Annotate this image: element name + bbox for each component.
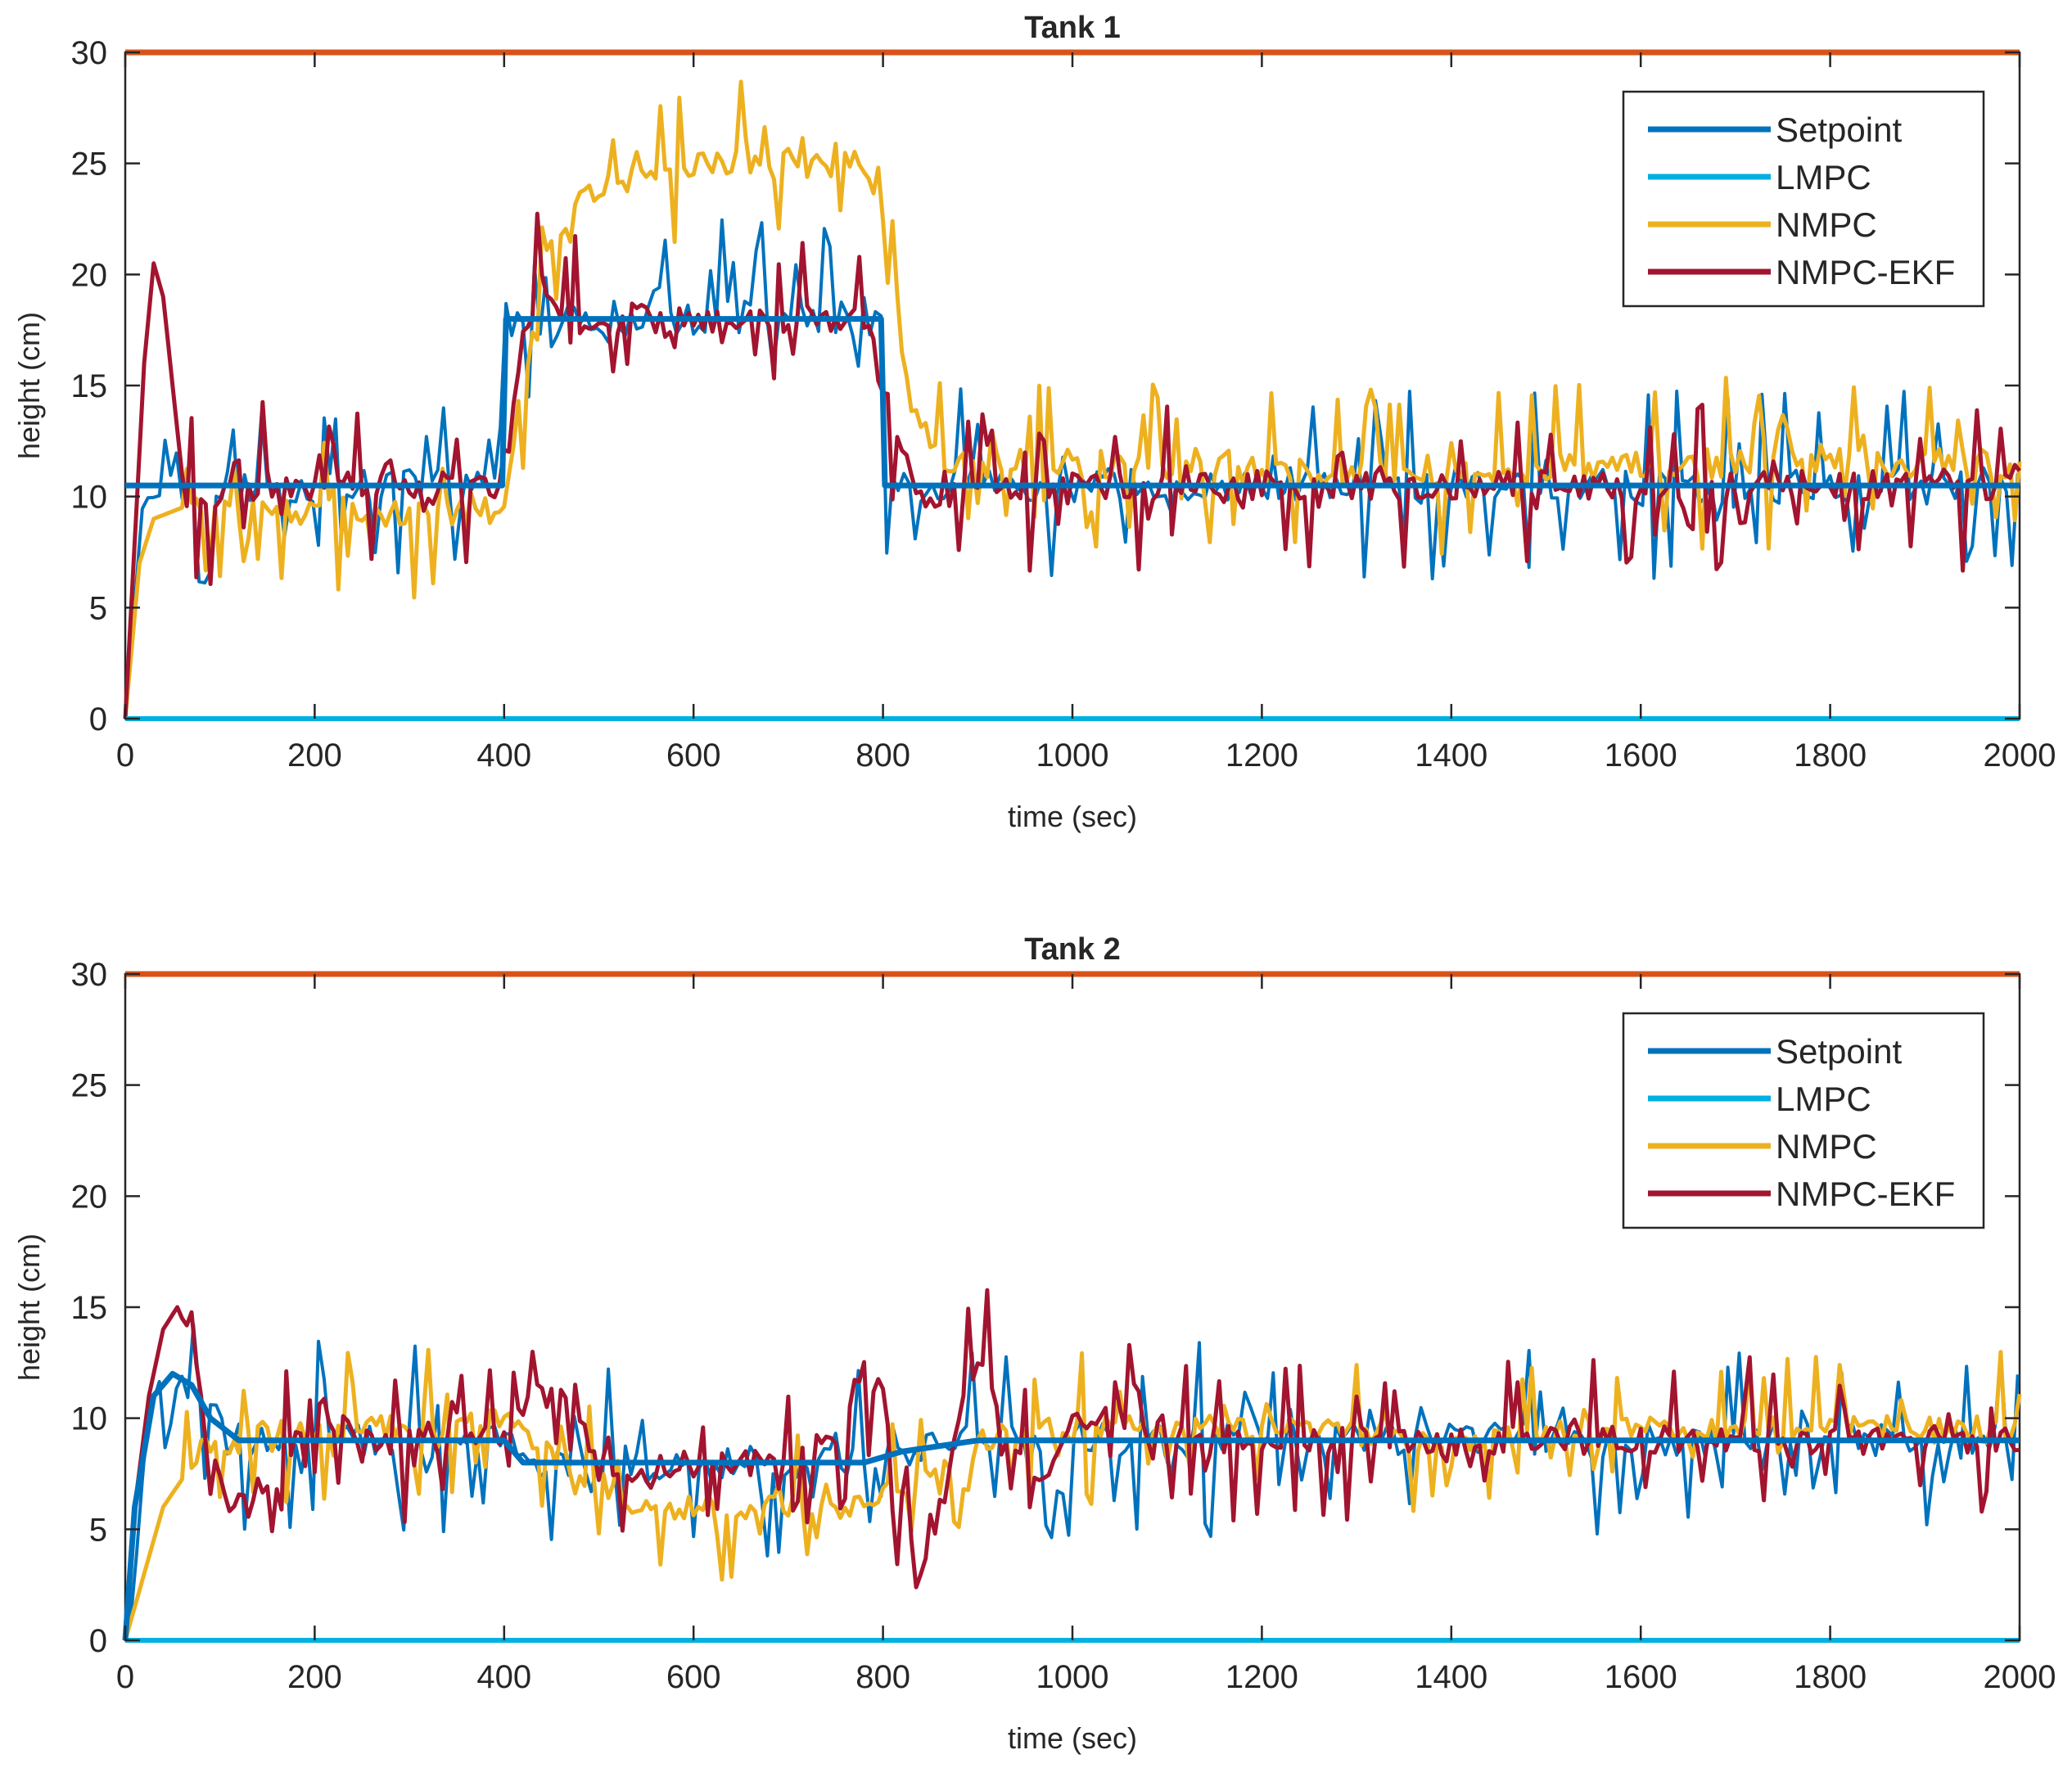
- x-tick-label: 400: [476, 737, 531, 774]
- x-tick-label: 1400: [1415, 1659, 1487, 1695]
- legend-label: NMPC: [1776, 1127, 1877, 1166]
- y-axis-label: height (cm): [12, 1234, 46, 1381]
- x-tick-label: 2000: [1984, 1659, 2056, 1695]
- legend-label: NMPC-EKF: [1776, 1175, 1955, 1213]
- x-axis-ticks: 0 200 400 600 800 1000 1200 1400 1600 1800 2000: [116, 974, 2056, 1695]
- legend: Setpoint LMPC NMPC NMPC-EKF: [1622, 90, 1985, 308]
- x-tick-label: 200: [287, 737, 342, 774]
- y-tick-label: 5: [89, 590, 107, 626]
- legend-label: NMPC: [1776, 205, 1877, 244]
- legend-label: LMPC: [1776, 1080, 1871, 1118]
- y-tick-label: 5: [89, 1512, 107, 1548]
- y-tick-label: 30: [71, 35, 108, 71]
- x-tick-label: 1600: [1605, 1659, 1677, 1695]
- x-tick-label: 1400: [1415, 737, 1487, 774]
- x-tick-label: 1800: [1794, 1659, 1867, 1695]
- x-tick-label: 1000: [1036, 1659, 1109, 1695]
- y-axis-ticks: 0 5 10 15 20 25 30: [71, 35, 2020, 737]
- x-tick-label: 800: [855, 1659, 910, 1695]
- x-tick-label: 600: [666, 737, 721, 774]
- x-tick-label: 600: [666, 1659, 721, 1695]
- chart-title: Tank 1: [1024, 11, 1121, 45]
- legend-label: Setpoint: [1776, 1032, 1902, 1071]
- y-tick-label: 15: [71, 368, 108, 404]
- chart-tank-2: 0 200 400 600 800 1000 1200 1400 1600 1800 2000 0 5…: [12, 932, 2056, 1755]
- chart-title: Tank 2: [1024, 932, 1121, 967]
- y-tick-label: 15: [71, 1290, 108, 1326]
- y-tick-label: 0: [89, 1623, 107, 1659]
- y-tick-label: 10: [71, 1401, 108, 1437]
- series-line-nmpc-ekf: [123, 211, 2021, 719]
- x-tick-label: 200: [287, 1659, 342, 1695]
- y-tick-label: 20: [71, 1179, 108, 1215]
- x-tick-label: 1200: [1226, 1659, 1298, 1695]
- x-tick-label: 0: [116, 1659, 134, 1695]
- series-line-setpoint: [125, 316, 2020, 489]
- x-axis-label: time (sec): [1008, 800, 1137, 833]
- x-tick-label: 1000: [1036, 737, 1109, 774]
- x-axis-label: time (sec): [1008, 1721, 1137, 1755]
- x-tick-label: 1800: [1794, 737, 1867, 774]
- x-tick-label: 0: [116, 737, 134, 774]
- y-tick-label: 0: [89, 701, 107, 737]
- legend: Setpoint LMPC NMPC NMPC-EKF: [1622, 1012, 1985, 1229]
- legend-label: Setpoint: [1776, 110, 1902, 149]
- chart-tank-1: 0 200 400 600 800 1000 1200 1400 1600 1800 2000 0 5…: [12, 11, 2056, 833]
- series-line-setpoint: [122, 1370, 2020, 1641]
- y-tick-label: 20: [71, 257, 108, 293]
- series-line-nmpc-ekf: [123, 1288, 2020, 1641]
- x-tick-label: 1600: [1605, 737, 1677, 774]
- y-tick-label: 30: [71, 957, 108, 993]
- measured-trace: [124, 218, 2020, 719]
- y-tick-label: 10: [71, 480, 108, 516]
- legend-label: NMPC-EKF: [1776, 253, 1955, 291]
- legend-label: LMPC: [1776, 158, 1871, 196]
- y-axis-label: height (cm): [12, 312, 46, 459]
- y-axis-ticks: 0 5 10 15 20 25 30: [71, 957, 2020, 1659]
- x-tick-label: 2000: [1984, 737, 2056, 774]
- x-tick-label: 1200: [1226, 737, 1298, 774]
- y-tick-label: 25: [71, 147, 108, 183]
- x-tick-label: 800: [855, 737, 910, 774]
- y-tick-label: 25: [71, 1068, 108, 1104]
- x-axis-ticks: 0 200 400 600 800 1000 1200 1400 1600 1800 2000: [116, 52, 2056, 774]
- x-tick-label: 400: [476, 1659, 531, 1695]
